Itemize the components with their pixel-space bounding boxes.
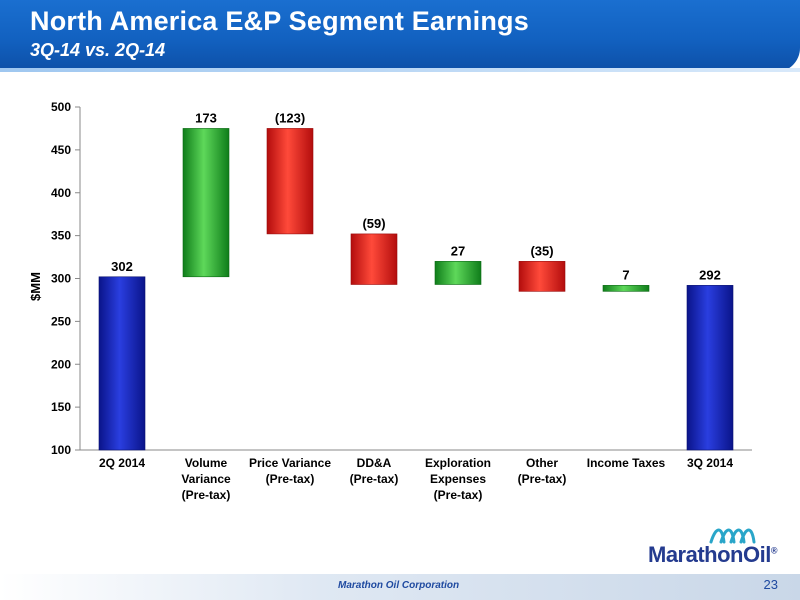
data-label: 302 xyxy=(111,259,133,274)
x-category-label: (Pre-tax) xyxy=(266,472,315,486)
marathon-oil-logo: MarathonOil® xyxy=(648,522,788,572)
y-tick-label: 100 xyxy=(51,443,71,457)
header-banner xyxy=(0,0,800,72)
bar-increase xyxy=(602,285,650,292)
y-tick-label: 350 xyxy=(51,229,71,243)
y-tick-label: 500 xyxy=(51,100,71,114)
waterfall-chart: 100 150 200 250 300 350 400 450 500 $MM 302 2Q 2014… xyxy=(28,100,752,502)
y-tick-label: 250 xyxy=(51,314,71,328)
slide-title: North America E&P Segment Earnings xyxy=(30,6,529,36)
x-category-label: (Pre-tax) xyxy=(350,472,399,486)
x-category-label: Volume xyxy=(185,456,228,470)
data-label: 173 xyxy=(195,110,217,125)
slide-subtitle: 3Q-14 vs. 2Q-14 xyxy=(30,40,166,60)
x-category-label: DD&A xyxy=(357,456,392,470)
x-category-label: (Pre-tax) xyxy=(434,488,483,502)
bar-decrease xyxy=(518,261,566,292)
marathon-oil-wave-icon xyxy=(709,528,756,544)
bar-increase xyxy=(434,261,482,285)
y-tick-label: 450 xyxy=(51,143,71,157)
x-category-label: Exploration xyxy=(425,456,491,470)
bar-increase xyxy=(182,128,230,278)
x-category-label: 2Q 2014 xyxy=(99,456,145,470)
y-tick-label: 300 xyxy=(51,272,71,286)
x-category-label: (Pre-tax) xyxy=(182,488,231,502)
y-axis-title: $MM xyxy=(28,272,43,301)
data-label: 27 xyxy=(451,243,465,258)
bar-decrease xyxy=(266,128,314,235)
bar-total xyxy=(98,276,146,451)
page-number: 23 xyxy=(763,577,778,592)
data-label: 7 xyxy=(622,267,629,282)
x-category-label: 3Q 2014 xyxy=(687,456,733,470)
footer-bar xyxy=(0,574,800,600)
y-tick-label: 150 xyxy=(51,400,71,414)
data-label: 292 xyxy=(699,267,721,282)
logo-wordmark: MarathonOil® xyxy=(648,542,777,567)
x-category-label: Price Variance xyxy=(249,456,331,470)
bar-decrease xyxy=(350,233,398,285)
x-category-label: Income Taxes xyxy=(587,456,666,470)
x-category-label: Expenses xyxy=(430,472,486,486)
data-label: (123) xyxy=(275,110,305,125)
y-tick-label: 400 xyxy=(51,186,71,200)
data-label: (35) xyxy=(530,243,553,258)
x-category-label: Other xyxy=(526,456,558,470)
data-label: (59) xyxy=(362,216,385,231)
bar-total xyxy=(686,285,734,451)
x-category-label: Variance xyxy=(181,472,231,486)
y-tick-label: 200 xyxy=(51,357,71,371)
x-category-label: (Pre-tax) xyxy=(518,472,567,486)
footer-company: Marathon Oil Corporation xyxy=(338,580,460,591)
